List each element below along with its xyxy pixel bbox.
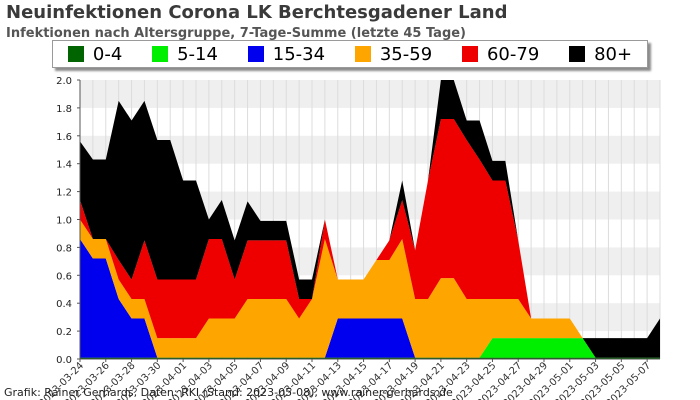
legend-item-35-59: 35-59	[354, 43, 433, 65]
legend-item-60-79: 60-79	[461, 43, 540, 65]
y-tick-label: 0.4	[56, 299, 72, 310]
area-series-80-plus	[80, 80, 660, 358]
legend-label: 80+	[594, 43, 633, 65]
y-tick-label: 0.2	[56, 327, 72, 338]
grid-band	[80, 135, 660, 164]
legend-swatch	[569, 46, 586, 62]
y-tick-label: 0.8	[56, 243, 72, 254]
chart-subtitle: Infektionen nach Altersgruppe, 7-Tage-Su…	[6, 26, 467, 41]
legend-swatch	[152, 46, 169, 62]
legend-swatch	[354, 46, 371, 62]
area-series-5-14	[80, 338, 660, 358]
legend-label: 35-59	[379, 43, 433, 65]
legend-label: 15-34	[272, 43, 326, 65]
legend-swatch	[67, 46, 84, 62]
y-tick-label: 1.6	[56, 132, 72, 143]
area-series-15-34	[80, 239, 660, 358]
legend-label: 0-4	[92, 43, 123, 65]
legend-swatch	[461, 46, 478, 62]
y-tick-label: 1.4	[56, 160, 72, 171]
legend-item-15-34: 15-34	[247, 43, 326, 65]
legend-label: 60-79	[486, 43, 540, 65]
chart-legend: 0-4 5-14 15-34 35-59 60-79 80+	[52, 40, 648, 68]
legend-swatch	[247, 46, 264, 62]
y-tick-label: 0.6	[56, 271, 72, 282]
legend-item-5-14: 5-14	[152, 44, 218, 65]
legend-label: 5-14	[177, 43, 218, 65]
area-series-35-59	[80, 219, 660, 358]
y-tick-label: 1.8	[56, 104, 72, 115]
y-tick-label: 1.0	[56, 216, 72, 227]
legend-item-0-4: 0-4	[67, 43, 123, 65]
grid-band	[80, 80, 660, 108]
y-tick-label: 2.0	[56, 76, 72, 87]
area-series-60-79	[80, 119, 660, 358]
y-tick-label: 1.2	[56, 188, 72, 199]
legend-item-80-plus: 80+	[569, 44, 632, 65]
y-tick-label: 0.0	[56, 355, 72, 366]
footer-credit: Grafik: Rainer Gerhards, Daten: RKI (Sta…	[4, 386, 453, 399]
chart-title: Neuinfektionen Corona LK Berchtesgadener…	[6, 2, 508, 23]
